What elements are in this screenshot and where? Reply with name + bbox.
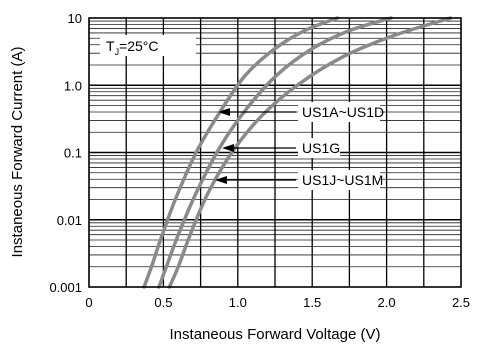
x-tick-label: 0.5 bbox=[154, 295, 172, 310]
condition-suffix: =25°C bbox=[119, 38, 158, 54]
callout-bg-1 bbox=[298, 102, 380, 122]
condition-label-bg bbox=[100, 35, 196, 56]
x-tick-label: 0 bbox=[85, 295, 92, 310]
callout-bg-3 bbox=[298, 170, 380, 190]
condition-label: TJ=25°C bbox=[100, 35, 196, 57]
y-tick-label: 0.1 bbox=[64, 146, 82, 161]
x-tick-label: 2.5 bbox=[452, 295, 470, 310]
x-tick-label: 1.5 bbox=[303, 295, 321, 310]
callout-label-2: US1G bbox=[302, 140, 340, 156]
series-line-2 bbox=[157, 16, 393, 289]
callout-label-3: US1J~US1M bbox=[302, 172, 383, 188]
plot-frame bbox=[88, 17, 462, 288]
condition-text: TJ=25°C bbox=[106, 38, 159, 57]
y-tick-label: 10 bbox=[68, 11, 82, 26]
x-tick-label: 2.0 bbox=[378, 295, 396, 310]
grid-major bbox=[89, 18, 461, 287]
callout-arrow-head-3 bbox=[215, 176, 227, 184]
callout-arrow-head-2 bbox=[222, 144, 234, 152]
callouts: US1A~US1D US1G US1J~US1M bbox=[215, 102, 384, 190]
x-tick-labels: 0 0.5 1.0 1.5 2.0 2.5 bbox=[85, 295, 470, 310]
series-line-1 bbox=[142, 16, 340, 289]
series-line-3 bbox=[167, 16, 453, 289]
x-tick-label: 1.0 bbox=[229, 295, 247, 310]
y-tick-labels: 0.001 0.01 0.1 1.0 10 bbox=[49, 11, 82, 295]
x-axis-title: Instaneous Forward Voltage (V) bbox=[170, 326, 381, 343]
callout-arrow-head-1 bbox=[218, 108, 230, 116]
condition-subscript: J bbox=[115, 47, 120, 57]
y-tick-label: 1.0 bbox=[64, 78, 82, 93]
series-group bbox=[142, 16, 453, 289]
y-tick-label: 0.01 bbox=[57, 213, 82, 228]
y-tick-label: 0.001 bbox=[49, 280, 82, 295]
condition-prefix: T bbox=[106, 38, 115, 54]
callout-label-1: US1A~US1D bbox=[302, 104, 384, 120]
callout-bg-2 bbox=[298, 138, 340, 158]
y-axis-title: Instaneous Forward Current (A) bbox=[9, 47, 26, 258]
